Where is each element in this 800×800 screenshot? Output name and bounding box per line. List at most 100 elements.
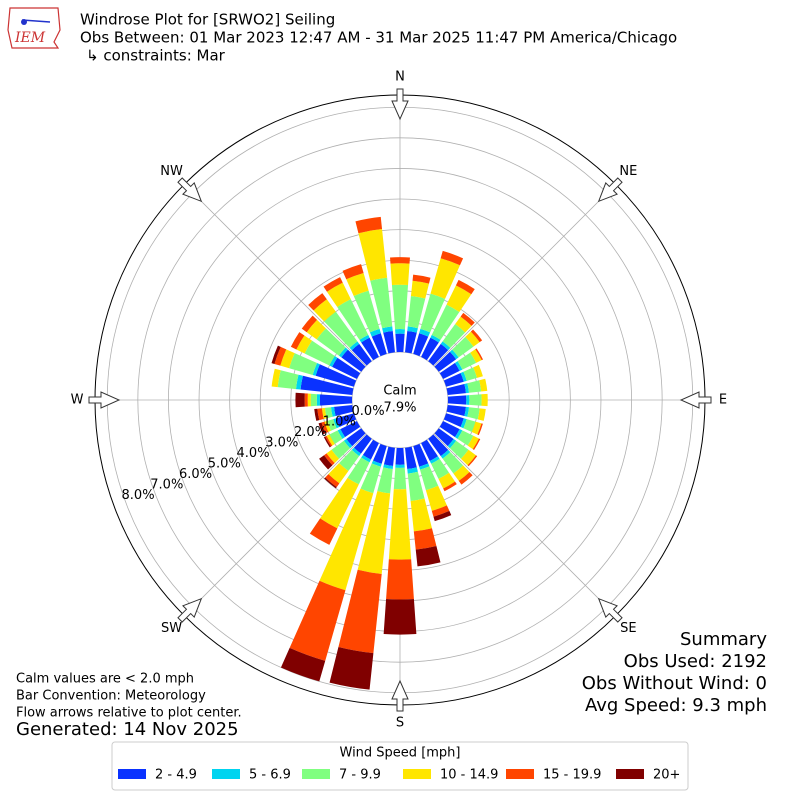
r-tick-label: 5.0% (208, 456, 241, 471)
bar-segment (443, 413, 464, 427)
bar-segment (460, 418, 467, 429)
bar-segment (431, 458, 450, 479)
bar-segment (443, 481, 457, 492)
bar-segment (419, 466, 439, 491)
bar-segment (442, 452, 464, 474)
bar-segment (467, 407, 480, 420)
bar-segment (460, 449, 476, 466)
bar-segment (431, 304, 460, 340)
bar-segment (425, 485, 447, 511)
bar-segment (467, 455, 478, 467)
bar-segment (455, 279, 475, 295)
direction-label: E (719, 393, 727, 408)
flow-arrow (177, 597, 203, 623)
bar-segment (332, 357, 361, 379)
bar-segment (316, 394, 321, 406)
bar-segment (353, 290, 380, 333)
bar-segment (430, 334, 441, 343)
bar-segment (308, 293, 327, 311)
bar-segment (295, 374, 303, 390)
bar-segment (359, 334, 370, 343)
calm-circle (353, 353, 447, 447)
bar-segment (321, 421, 329, 434)
bar-segment (341, 349, 366, 372)
bar-segment (447, 439, 457, 449)
bar-segment (336, 413, 357, 427)
bar-segment (457, 352, 477, 370)
bar-segment (339, 449, 360, 472)
bar-segment (329, 356, 338, 367)
bar-segment (358, 229, 388, 281)
bar-segment (323, 277, 343, 292)
bar-segment (334, 405, 354, 417)
bar-segment (467, 435, 479, 450)
bar-segment (369, 328, 381, 337)
flow-arrow (391, 88, 409, 121)
bar-segment (320, 477, 359, 529)
logo-line (21, 19, 51, 23)
bar-segment (371, 460, 382, 467)
logo-dot (21, 19, 27, 25)
bar-segment (412, 274, 431, 284)
bar-segment (346, 272, 369, 297)
r-tick-label: 8.0% (122, 488, 155, 503)
bar-segment (316, 328, 346, 356)
legend-title: Wind Speed [mph] (340, 746, 461, 761)
summary-title: Summary (680, 629, 767, 650)
bar-segment (395, 464, 405, 468)
bar-segment (455, 316, 472, 333)
r-tick-label: 4.0% (237, 446, 270, 461)
bar-segment (280, 647, 326, 682)
grid-spoke (184, 184, 367, 367)
bar-segment (413, 528, 437, 550)
bar-segment (353, 434, 372, 454)
legend-swatch (118, 769, 146, 779)
flow-arrow (177, 177, 203, 203)
bar-segment (310, 393, 318, 407)
bar-segment (429, 456, 440, 464)
subtitle: Obs Between: 01 Mar 2023 12:47 AM - 31 M… (80, 29, 677, 47)
title: Windrose Plot for [SRWO2] Seiling (80, 11, 335, 29)
bar-segment (314, 408, 320, 421)
bar-segment (479, 378, 488, 392)
bar-segment (349, 341, 360, 351)
bar-segment (447, 395, 467, 405)
bar-segment (296, 335, 313, 354)
bar-segment (346, 428, 366, 447)
bar-segment (458, 471, 473, 485)
bar-segment (469, 394, 482, 406)
legend-swatch (616, 769, 644, 779)
bar-segment (300, 375, 354, 395)
bar-segment (331, 440, 351, 459)
bar-segment (324, 420, 331, 432)
bar-segment (390, 263, 410, 285)
bar-segment (407, 295, 426, 329)
bar-segment (295, 392, 305, 408)
bar-segment (370, 277, 393, 329)
bar-segment (446, 285, 472, 313)
bar-segment (413, 333, 429, 357)
bar-segment (395, 447, 405, 465)
bar-segment (319, 394, 353, 406)
bar-segment (473, 364, 483, 378)
bar-segment (306, 319, 326, 340)
bar-segment (439, 362, 460, 379)
bar-segment (415, 546, 441, 567)
r-tick-label: 0.0% (352, 404, 385, 419)
bar-segment (383, 464, 394, 470)
summary-line: Obs Without Wind: 0 (582, 673, 767, 694)
bar-segment (420, 293, 446, 333)
legend-label: 5 - 6.9 (249, 768, 291, 783)
bar-segment (419, 328, 431, 337)
bar-segment (477, 408, 486, 421)
bar-segment (405, 330, 417, 354)
bar-segment (442, 324, 466, 348)
bar-segment (475, 348, 484, 361)
calm-value: 7.9% (383, 401, 416, 416)
legend: 2 - 4.9 5 - 6.9 7 - 9.9 10 - 14.9 15 - 19.9 2… (118, 768, 680, 783)
legend-label: 20+ (653, 768, 680, 783)
bar-segment (357, 491, 391, 575)
bar-segment (312, 363, 320, 376)
bar-segment (472, 438, 481, 450)
